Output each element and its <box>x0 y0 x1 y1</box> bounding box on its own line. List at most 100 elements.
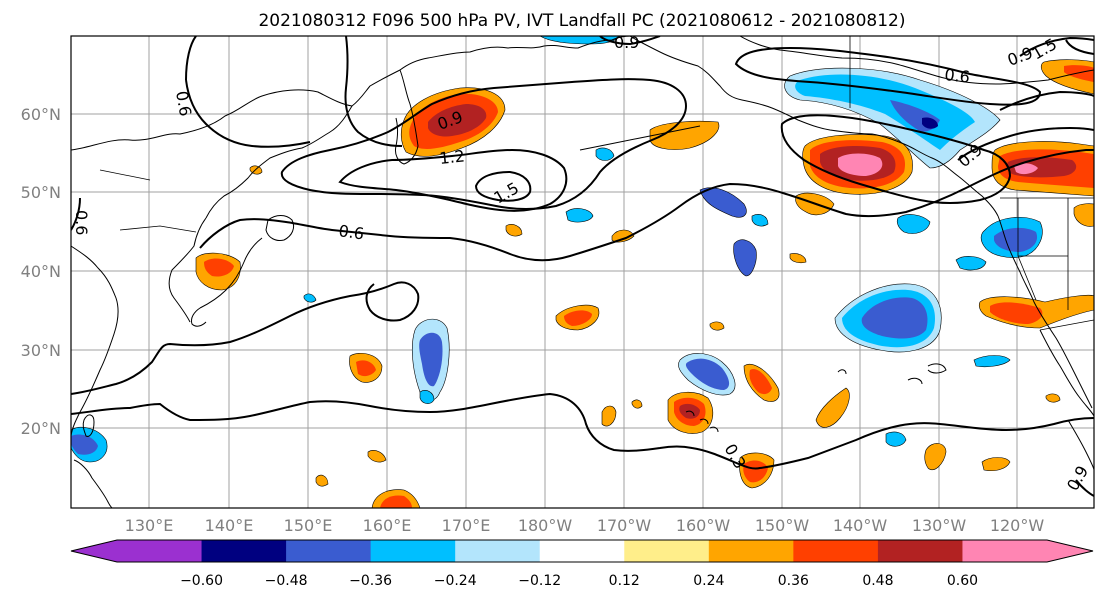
contour-0-9-small <box>1065 39 1094 55</box>
negative-region-165w-small <box>419 390 435 404</box>
negative-region-alaska-core <box>795 74 975 150</box>
negative-region-20n-east <box>885 431 907 447</box>
latitude-label: 60°N <box>21 105 61 124</box>
negative-region-west-coast-2 <box>955 256 987 271</box>
colorbar-box <box>708 540 794 562</box>
coast-mexico <box>1067 419 1094 471</box>
colorbar-box <box>624 540 710 562</box>
positive-region-tiny-3 <box>315 474 329 487</box>
colorbar-tick-label: −0.36 <box>349 573 392 589</box>
positive-region-135w-25n <box>815 387 850 428</box>
positive-region-bc-peak <box>1014 163 1038 175</box>
colorbar-tick-label: 0.12 <box>609 573 640 589</box>
coast-aleutians <box>579 125 701 151</box>
colorbar-tick-label: 0.48 <box>862 573 893 589</box>
coast-siberia <box>71 36 633 151</box>
colorbar-extend-max <box>1047 540 1093 562</box>
colorbar-tick-label: −0.24 <box>434 573 477 589</box>
latitude-label: 20°N <box>21 419 61 438</box>
coast-taiwan <box>82 414 95 437</box>
coast-hawaii <box>685 410 719 433</box>
colorbar-box <box>117 540 203 562</box>
latitude-label: 30°N <box>21 341 61 360</box>
negative-region-173w <box>565 208 594 223</box>
colorbar-tick-label: 0.36 <box>778 573 809 589</box>
contour-0-6-north <box>344 36 403 147</box>
shaded-anomalies <box>71 36 1094 508</box>
negative-anomaly-regions <box>71 36 1043 463</box>
contour-label-0-6-main: 0.6 <box>337 221 365 243</box>
positive-region-165w-25n <box>601 405 617 427</box>
negative-region-160w-core <box>685 358 730 390</box>
positive-region-tiny-2 <box>367 450 387 463</box>
negative-region-20n-west-core <box>71 434 98 455</box>
positive-region-130w-20n <box>924 443 947 471</box>
positive-region-150w-48n <box>789 253 807 264</box>
colorbar-box <box>370 540 456 562</box>
colorbar-box <box>286 540 372 562</box>
negative-region-140w-small <box>896 214 931 234</box>
negative-region-west-coast-core <box>994 227 1038 252</box>
positive-region-150w-15n-core <box>743 460 768 483</box>
longitude-label: 160°W <box>676 516 731 535</box>
positive-region-kamchatka-inner <box>428 104 487 137</box>
colorbar-tick-label: −0.12 <box>518 573 561 589</box>
contour-label-0-9-arctic: 0.9 <box>614 33 639 52</box>
coast-japan-hokkaido <box>265 215 295 241</box>
longitude-label: 120°W <box>990 516 1045 535</box>
contour-label-0-6-east: 0.6 <box>944 65 971 87</box>
negative-region-150w <box>733 239 757 277</box>
longitude-label: 170°W <box>597 516 652 535</box>
coast-bc <box>997 215 1093 409</box>
positive-region-120w-15n <box>981 457 1011 472</box>
boundary-us-states <box>1017 198 1069 310</box>
pv-contours <box>71 36 1094 497</box>
positive-region-tiny-5 <box>1045 393 1061 403</box>
positive-region-135w-45n <box>1073 203 1094 227</box>
positive-region-japan-core <box>204 258 234 277</box>
contour-0-6-east <box>734 46 1042 106</box>
longitude-labels: 130°E 140°E 150°E 160°E 170°E 180°W 170°W 160°W… <box>125 516 1045 535</box>
negative-region-bering <box>595 147 615 161</box>
coast-japan-kyushu <box>191 307 207 327</box>
longitude-label: 130°E <box>125 516 174 535</box>
colorbar-box <box>201 540 287 562</box>
longitude-label: 130°W <box>912 516 967 535</box>
colorbar: −0.60 −0.48 −0.36 −0.24 −0.12 0.12 0.24 0.36 0.4… <box>70 539 1094 589</box>
colorbar-tick-label: −0.60 <box>180 573 223 589</box>
longitude-label: 170°E <box>442 516 491 535</box>
positive-region-tiny-1 <box>709 321 725 331</box>
colorbar-box <box>962 540 1048 562</box>
coast-small-islands <box>837 363 947 385</box>
contour-0-3-south <box>71 392 1094 470</box>
contour-label-0-6-left: 0.6 <box>72 210 91 235</box>
coast-baja <box>1039 329 1094 417</box>
contour-0-6-west <box>185 36 311 148</box>
longitude-label: 180°W <box>518 516 573 535</box>
positive-region-175w-40n <box>505 224 523 237</box>
positive-region-30n-170e-core <box>356 360 376 377</box>
colorbar-extend-min <box>71 540 117 562</box>
longitude-label: 150°E <box>284 516 333 535</box>
contour-1-5-northeast <box>1019 36 1094 57</box>
colorbar-tick-label: −0.48 <box>265 573 308 589</box>
colorbar-tick-label: 0.60 <box>947 573 978 589</box>
map-panel: 0.9 0.9 1.2 1.5 0.6 0.6 0.6 0.9 0.9 1.5 … <box>70 33 1095 509</box>
positive-region-160e-10n-core <box>380 495 412 508</box>
latitude-label: 40°N <box>21 262 61 281</box>
negative-region-30n-east <box>973 355 1011 368</box>
coast-kamchatka <box>395 69 419 165</box>
contour-0-9-arctic <box>599 36 661 46</box>
colorbar-box <box>539 540 625 562</box>
positive-region-150w-30n-core <box>749 368 772 395</box>
coast-japan-honshu <box>199 237 263 309</box>
contour-0-6-right-small <box>1075 479 1094 497</box>
contour-label-1-2: 1.2 <box>438 146 465 168</box>
boundary-asia <box>99 169 197 233</box>
latitude-labels: 60°N 50°N 40°N 30°N 20°N <box>21 105 61 438</box>
map-title: 2021080312 F096 500 hPa PV, IVT Landfall… <box>258 11 905 31</box>
colorbar-tick-label: 0.24 <box>693 573 724 589</box>
coast-alaska-north <box>739 36 1094 85</box>
colorbar-labels: −0.60 −0.48 −0.36 −0.24 −0.12 0.12 0.24 0.36 0.4… <box>180 573 978 589</box>
